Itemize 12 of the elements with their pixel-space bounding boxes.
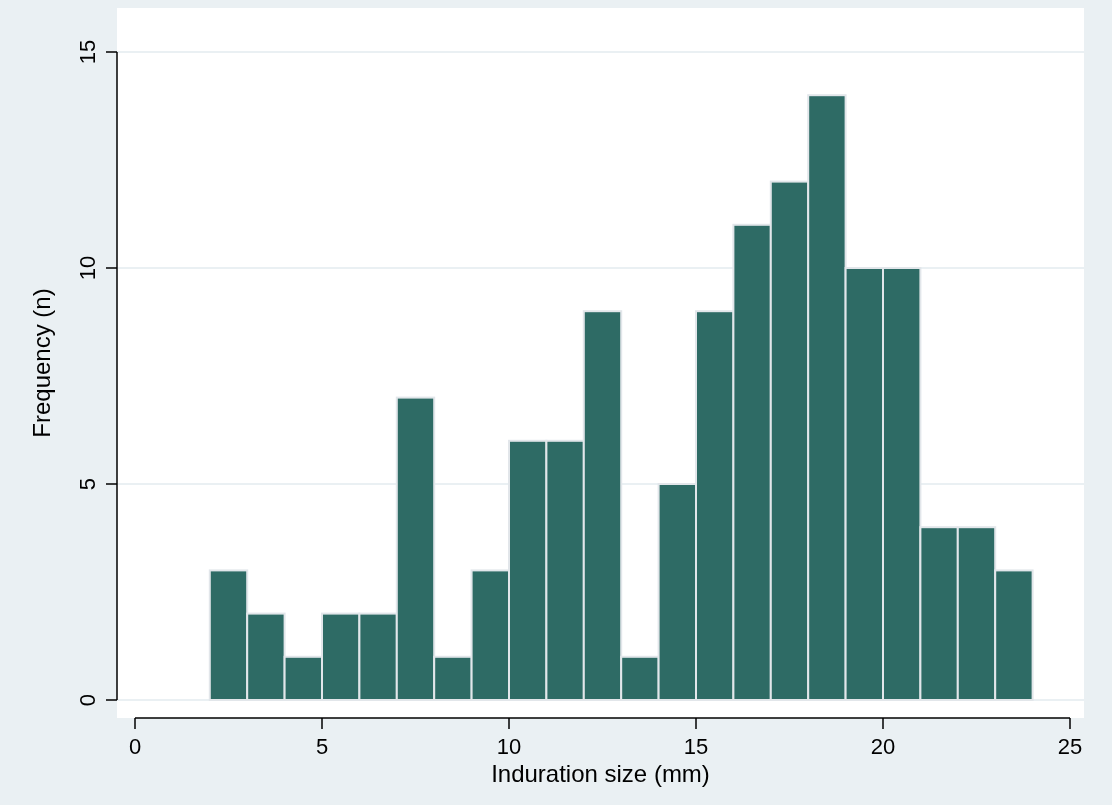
x-axis-title: Induration size (mm) [491, 760, 710, 787]
x-tick-label: 20 [870, 734, 896, 759]
x-tick-label: 15 [683, 734, 709, 759]
y-tick-label: 15 [75, 39, 100, 65]
y-axis-title: Frequency (n) [28, 288, 55, 438]
x-tick-label: 0 [128, 734, 142, 759]
y-tick-label: 5 [75, 477, 100, 491]
x-tick-label: 25 [1057, 734, 1083, 759]
x-tick-label: 5 [315, 734, 329, 759]
y-tick-label: 0 [75, 693, 100, 707]
x-tick-label: 10 [496, 734, 522, 759]
y-tick-label: 10 [75, 255, 100, 281]
